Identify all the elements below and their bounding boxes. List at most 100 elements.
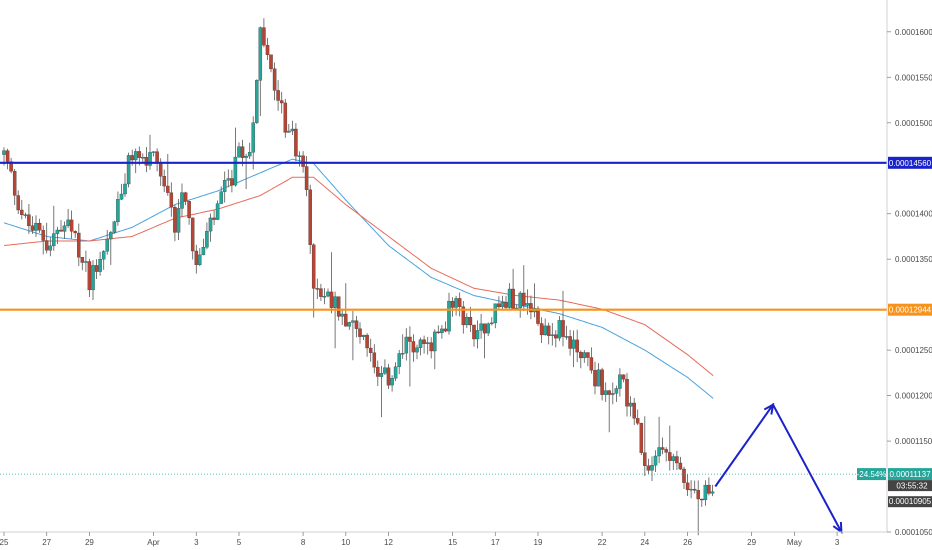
candle: [87, 258, 92, 297]
ma-slow-line: [3, 176, 714, 377]
candle: [539, 317, 544, 343]
candle: [119, 183, 124, 201]
candle: [187, 200, 191, 225]
candle: [461, 301, 466, 334]
candle: [5, 148, 10, 170]
candle: [41, 225, 45, 255]
candle: [422, 335, 426, 354]
candle: [23, 212, 28, 219]
candle: [9, 157, 13, 174]
candle: [62, 221, 67, 239]
candle: [101, 250, 106, 270]
countdown-tag: [888, 480, 932, 492]
candle: [52, 205, 56, 251]
candle: [475, 320, 480, 349]
candle: [564, 325, 569, 340]
candle: [383, 359, 387, 375]
candle: [94, 259, 99, 279]
level-tag-text-0: 0.00014560: [889, 159, 932, 168]
candle: [34, 215, 38, 237]
candle: [166, 154, 170, 196]
candle: [365, 333, 369, 357]
candle: [344, 283, 348, 327]
candle: [554, 330, 558, 348]
y-tick-label-8: 0.00010500: [895, 528, 932, 537]
candle: [201, 238, 206, 256]
candle: [443, 321, 448, 333]
candle: [336, 296, 341, 321]
candle: [247, 142, 252, 159]
candle: [283, 99, 288, 138]
candle: [279, 91, 284, 114]
candle: [607, 389, 611, 433]
candle: [618, 368, 622, 397]
candle: [454, 295, 458, 316]
candle: [650, 456, 654, 481]
candle: [571, 330, 576, 368]
candle: [73, 230, 77, 238]
candle: [219, 186, 223, 204]
candle: [596, 363, 601, 387]
candle: [643, 416, 647, 476]
candle: [272, 62, 277, 101]
candle: [678, 456, 683, 470]
candle: [180, 183, 184, 217]
candle: [433, 329, 437, 370]
candle: [162, 169, 166, 193]
candle: [457, 292, 462, 317]
change-tag: [857, 468, 886, 481]
candle: [333, 291, 337, 349]
candle: [589, 347, 594, 374]
candle: [340, 308, 344, 325]
candle: [176, 199, 181, 240]
candle: [518, 291, 522, 318]
candle: [198, 248, 202, 267]
candle: [689, 480, 693, 499]
candle: [703, 480, 708, 506]
candle: [614, 385, 619, 402]
candle: [208, 213, 213, 242]
candles: [2, 18, 715, 536]
candle: [215, 200, 220, 221]
x-tick-label-0: 25: [0, 538, 9, 547]
time-axis[interactable]: 25 27 29 Apr 3 5 8 10 12 15 17 19 22 24 26 29 May 3: [0, 532, 840, 547]
candle: [84, 250, 88, 272]
candle: [411, 334, 416, 362]
candle: [632, 397, 636, 426]
candle: [59, 220, 63, 232]
candle: [251, 116, 255, 170]
candle: [710, 484, 715, 497]
candle: [144, 147, 149, 173]
candle: [258, 26, 263, 116]
candle: [657, 416, 661, 464]
candle: [493, 303, 498, 329]
candle: [190, 217, 195, 260]
candle: [148, 134, 152, 170]
candle: [418, 337, 423, 356]
candle: [276, 80, 280, 111]
candle: [497, 296, 501, 309]
candle: [653, 450, 658, 472]
candle: [479, 313, 483, 339]
candle: [436, 325, 441, 334]
candle: [682, 466, 686, 489]
candle: [415, 344, 419, 360]
candle: [386, 363, 391, 389]
price-tags: 0.00014560 0.00012944 0.00011137-24.54% 03:…: [857, 156, 932, 508]
candle: [319, 283, 323, 301]
candle: [112, 220, 117, 234]
candle: [354, 315, 359, 338]
candle: [91, 260, 95, 300]
candle: [482, 323, 487, 359]
candle: [222, 171, 227, 203]
candle: [262, 18, 266, 48]
candle: [522, 265, 526, 311]
candle: [141, 153, 145, 163]
